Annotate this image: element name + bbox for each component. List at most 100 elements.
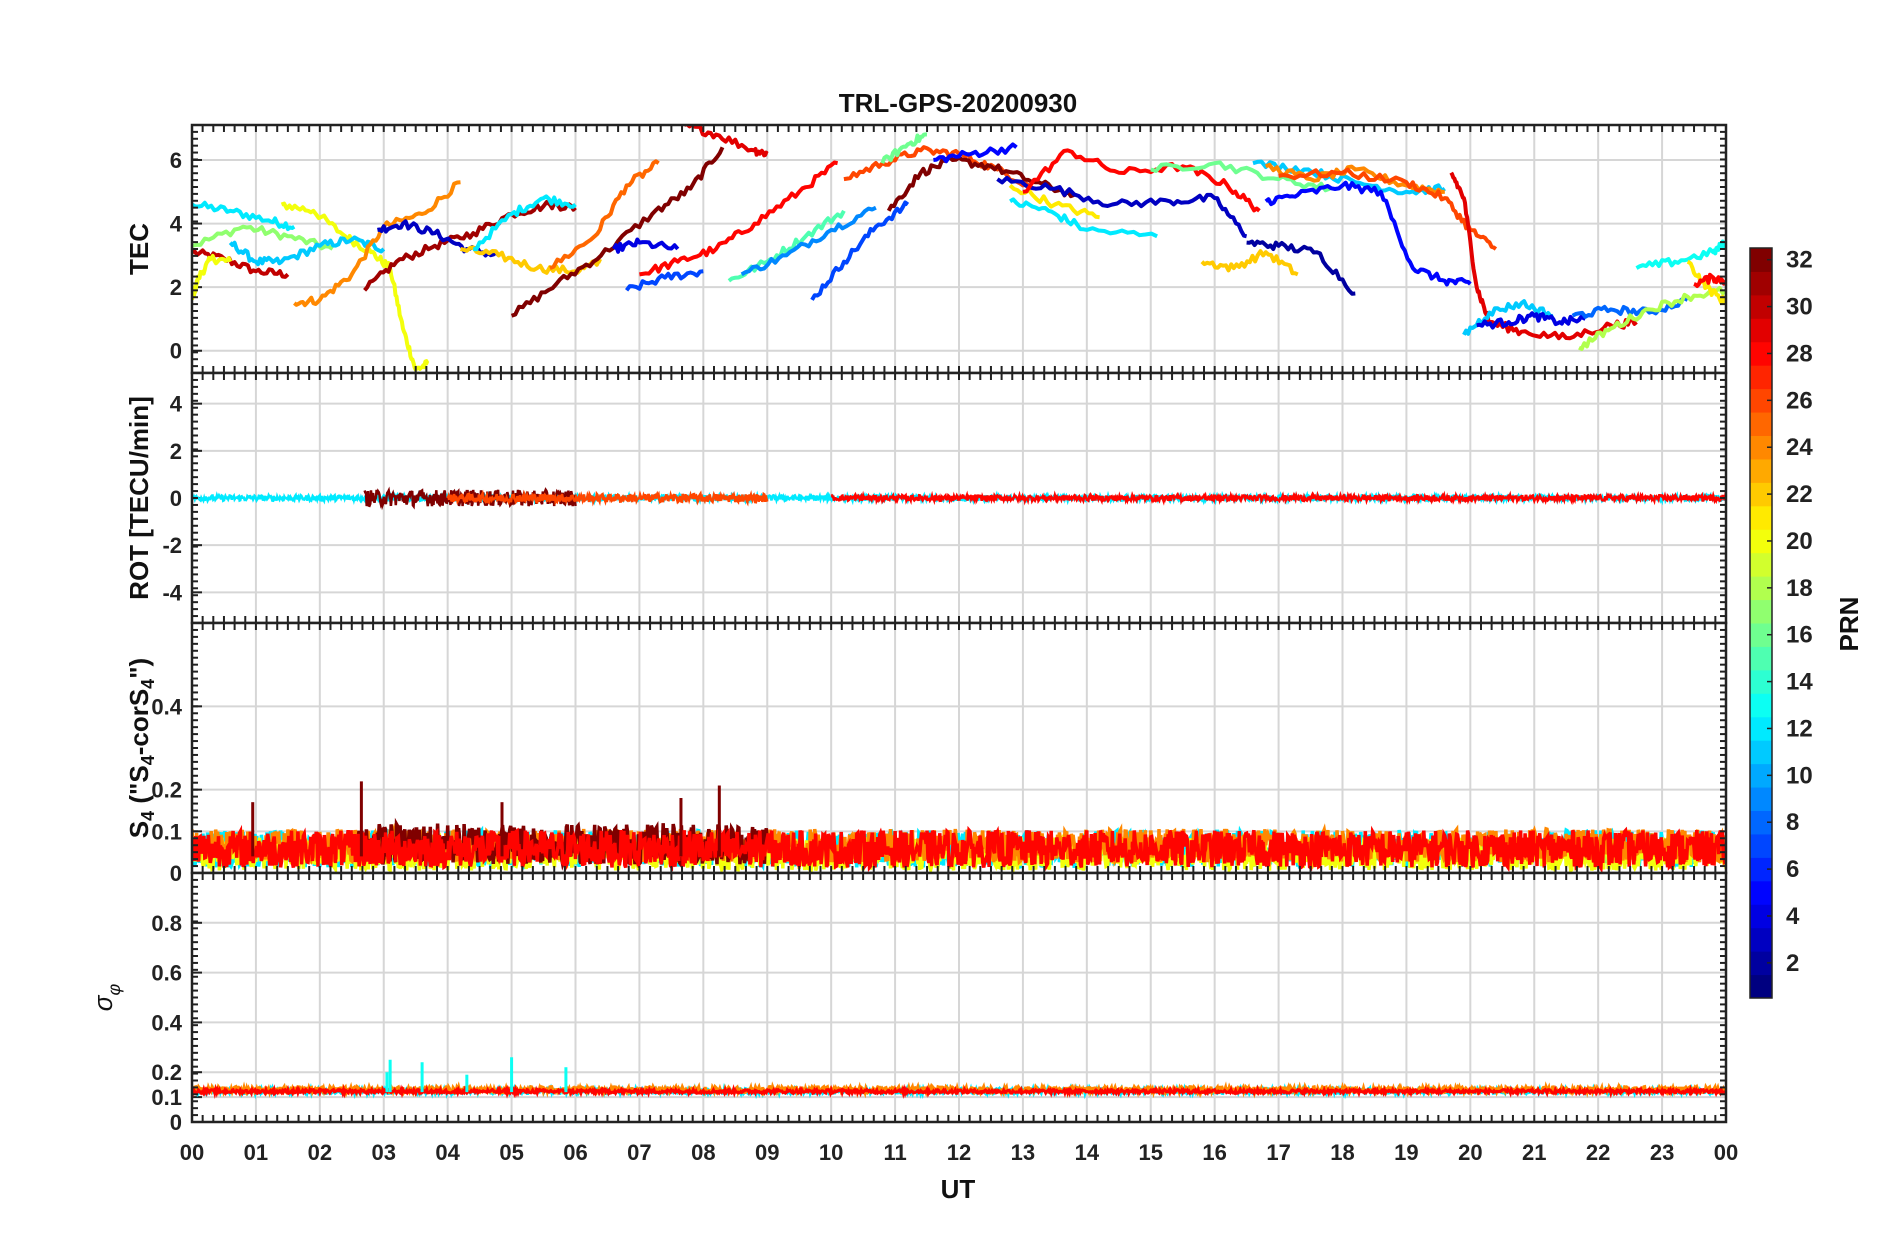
tec-series-line <box>996 175 1248 239</box>
x-tick-label: 10 <box>819 1140 843 1165</box>
colorbar-tick-label: 18 <box>1786 575 1813 602</box>
colorbar-segment <box>1750 833 1772 858</box>
x-tick-label: 17 <box>1266 1140 1290 1165</box>
tec-series-line <box>293 180 461 308</box>
y-tick-label: 0 <box>170 1110 182 1135</box>
colorbar-segment <box>1750 552 1772 577</box>
colorbar-segment <box>1750 810 1772 835</box>
x-tick-label: 19 <box>1394 1140 1418 1165</box>
rot-series-line <box>446 489 769 507</box>
y-tick-label: 6 <box>170 148 182 173</box>
tec-series-line <box>612 237 680 254</box>
y-tick-label: 0.4 <box>151 694 182 719</box>
tec-series-line <box>1246 239 1356 296</box>
x-tick-label: 14 <box>1075 1140 1100 1165</box>
colorbar-segment <box>1750 271 1772 296</box>
colorbar-segment <box>1750 341 1772 366</box>
x-tick-label: 12 <box>947 1140 971 1165</box>
colorbar-segment <box>1750 880 1772 905</box>
colorbar-segment <box>1750 248 1772 272</box>
x-tick-label: 13 <box>1011 1140 1035 1165</box>
tec-series-line <box>192 200 296 232</box>
x-tick-label: 09 <box>755 1140 779 1165</box>
tec-series-line <box>473 194 577 252</box>
y-tick-label: 0 <box>170 339 182 364</box>
y-tick-label: 0 <box>170 861 182 886</box>
colorbar-tick-label: 10 <box>1786 762 1813 789</box>
y-axis-label: S4 ("S4-corS4") <box>124 658 158 838</box>
colorbar-tick-label: 6 <box>1786 856 1799 883</box>
colorbar-segment <box>1750 646 1772 671</box>
tec-series-line <box>1686 259 1726 305</box>
colorbar-tick-label: 4 <box>1786 903 1800 930</box>
x-tick-label: 16 <box>1202 1140 1226 1165</box>
tec-series-line <box>192 224 334 251</box>
colorbar-segment <box>1750 716 1772 741</box>
tec-series-line <box>228 235 386 267</box>
y-axis-label: σφ <box>88 984 124 1012</box>
x-tick-label: 01 <box>244 1140 268 1165</box>
tec-series-line <box>639 160 839 277</box>
tec-series-line <box>1635 239 1726 270</box>
x-tick-label: 06 <box>563 1140 587 1165</box>
tec-panel: 0 2 4 6 TEC <box>124 123 1728 375</box>
x-tick-labels: 00 01 02 03 04 05 06 07 08 09 10 11 12 13 14 15 16 17 18 19… <box>180 1140 1738 1165</box>
y-tick-label: 0.4 <box>151 1010 182 1035</box>
colorbar-segment <box>1750 740 1772 765</box>
y-tick-label: 0.8 <box>151 911 182 936</box>
y-axis-label: TEC <box>124 223 154 275</box>
x-tick-label: 20 <box>1458 1140 1482 1165</box>
colorbar-label: PRN <box>1834 597 1864 652</box>
x-tick-label: 03 <box>372 1140 396 1165</box>
tec-series-line <box>625 269 704 292</box>
tec-series-line <box>810 200 910 301</box>
tec-series-line <box>549 159 660 270</box>
tec-series-line <box>1150 160 1331 193</box>
y-tick-label: 4 <box>170 392 183 417</box>
tec-series-line <box>1009 197 1158 239</box>
tec-series-line <box>1200 249 1299 277</box>
tec-series-line <box>933 142 1018 164</box>
series-group <box>192 125 1726 372</box>
x-tick-label: 04 <box>435 1140 460 1165</box>
tec-series-line <box>1264 180 1472 287</box>
x-tick-label: 23 <box>1650 1140 1674 1165</box>
tec-series-line <box>1693 272 1726 288</box>
colorbar-segment <box>1750 787 1772 811</box>
x-tick-label: 08 <box>691 1140 715 1165</box>
colorbar-tick-label: 2 <box>1786 950 1799 977</box>
tec-series-line <box>740 205 877 277</box>
colorbar-segment <box>1750 599 1772 624</box>
colorbar-segment <box>1750 951 1772 976</box>
colorbar-segment <box>1750 693 1772 718</box>
colorbar-segment <box>1750 505 1772 530</box>
y-tick-label: 0.1 <box>151 1085 182 1110</box>
colorbar-segment <box>1750 763 1772 788</box>
x-tick-label: 02 <box>308 1140 332 1165</box>
colorbar-tick-label: 28 <box>1786 340 1813 367</box>
y-tick-label: 2 <box>170 275 182 300</box>
colorbar-segment <box>1750 412 1772 436</box>
tec-series-line <box>1278 167 1498 251</box>
s4-panel: 0 0.1 0.2 0.4S4 ("S4-corS4") <box>124 621 1728 886</box>
s4-series-line <box>192 824 1726 873</box>
y-tick-label: 0.6 <box>151 961 182 986</box>
x-tick-label: 00 <box>1714 1140 1738 1165</box>
axes-frame <box>190 871 1728 1124</box>
tec-series-line <box>684 125 769 158</box>
colorbar-segment <box>1750 365 1772 390</box>
colorbar-tick-label: 14 <box>1786 669 1813 696</box>
y-axis-label: ROT [TECU/min] <box>124 396 154 600</box>
colorbar-segment <box>1750 623 1772 647</box>
x-tick-label: 18 <box>1330 1140 1354 1165</box>
colorbar-segment <box>1750 974 1772 999</box>
tec-series-line <box>510 146 725 318</box>
sigma-phi-series-line <box>192 1083 1726 1100</box>
x-axis-label: UT <box>941 1174 976 1204</box>
series-group <box>192 486 1726 511</box>
chart-title: TRL-GPS-20200930 <box>839 88 1077 118</box>
colorbar-segment <box>1750 435 1772 460</box>
y-tick-label: -2 <box>162 533 182 558</box>
colorbar-segment <box>1750 482 1772 507</box>
